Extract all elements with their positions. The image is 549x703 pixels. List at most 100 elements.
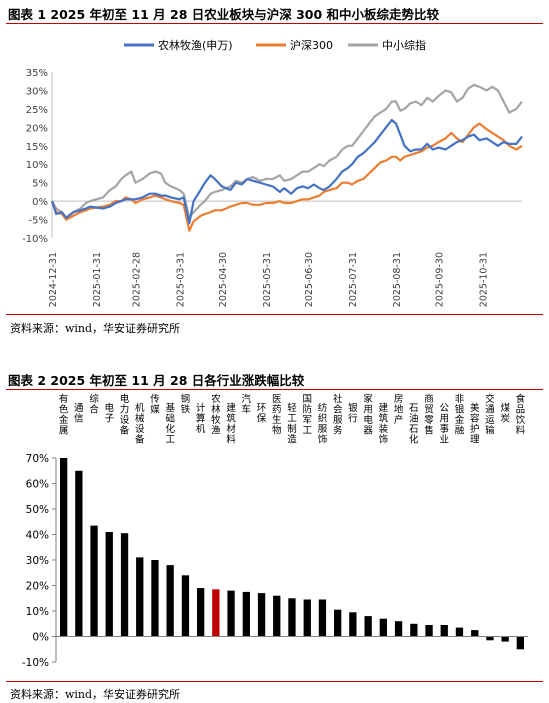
category-label: 有色金属 (59, 393, 69, 437)
y-tick-label: 40% (26, 530, 49, 542)
y-tick-label: 5% (32, 179, 48, 190)
bar (212, 589, 220, 637)
bar (318, 599, 327, 637)
x-tick-label: 2025-09-30 (434, 252, 445, 307)
y-tick-label: -10% (22, 657, 49, 669)
figure1-legend: 农林牧渔(申万) 沪深300 中小综指 (124, 38, 426, 52)
x-tick-label: 2025-10-31 (478, 252, 489, 307)
category-label: 农林牧渔 (211, 393, 221, 437)
bar (471, 630, 479, 637)
category-label: 交通运输 (485, 393, 495, 437)
category-label: 电子 (105, 402, 115, 425)
bar (227, 590, 235, 637)
figure2-source: 资料来源：wind，华安证券研究所 (10, 688, 181, 701)
category-label: 环保 (257, 403, 267, 425)
category-label: 非银金融 (455, 393, 465, 437)
category-label: 通信 (74, 403, 84, 425)
category-label: 钢铁 (181, 393, 191, 416)
bar (516, 636, 524, 650)
bar (334, 609, 342, 637)
y-tick-label: 0% (32, 632, 49, 644)
figure1-title-rule (6, 23, 543, 24)
legend-label-1: 农林牧渔(申万) (158, 38, 233, 52)
x-tick-label: 2024-12-31 (48, 252, 59, 307)
bar (257, 593, 266, 637)
bar (303, 599, 311, 637)
bar (136, 557, 144, 637)
bar (273, 595, 281, 637)
figure2-title: 图表 2 2025 年初至 11 月 28 日各行业涨跌幅比较 (8, 373, 305, 388)
bar (501, 636, 509, 642)
bar (364, 616, 372, 637)
x-tick-label: 2025-01-31 (92, 252, 103, 307)
bar (394, 621, 403, 637)
x-tick-label: 2025-07-31 (348, 252, 359, 307)
category-label: 公用事业 (440, 403, 450, 446)
x-tick-label: 2025-05-31 (262, 252, 273, 307)
bar (151, 560, 159, 637)
category-label: 计算机 (196, 402, 206, 435)
bar (349, 612, 357, 637)
legend-label-2: 沪深300 (290, 38, 333, 52)
x-tick-label: 2025-08-31 (392, 252, 403, 307)
category-label: 商贸零售 (424, 393, 434, 437)
bar (181, 575, 190, 637)
y-tick-label: 20% (26, 123, 48, 134)
y-tick-label: 15% (26, 142, 48, 153)
y-tick-label: -5% (29, 216, 48, 227)
x-tick-label: 2025-04-30 (218, 252, 229, 307)
bar (288, 598, 296, 637)
x-tick-label: 2025-02-28 (132, 252, 143, 307)
category-label: 纺织服饰 (318, 402, 328, 446)
category-label: 石油石化 (409, 403, 419, 446)
y-tick-label: 70% (26, 453, 49, 465)
y-tick-label: 50% (26, 504, 49, 516)
category-label: 医药生物 (272, 394, 282, 437)
bar (242, 591, 250, 637)
y-tick-label: 30% (26, 86, 48, 97)
figure1-source: 资料来源：wind，华安证券研究所 (10, 322, 181, 335)
series-line-1 (50, 118, 523, 225)
bar (90, 525, 98, 637)
bar (197, 588, 205, 637)
category-label: 轻工制造 (287, 402, 297, 446)
figure2-source-rule (6, 681, 543, 682)
category-label: 建筑材料 (226, 402, 236, 446)
y-tick-label: 20% (26, 581, 49, 593)
x-tick-label: 2025-06-30 (304, 252, 315, 307)
y-tick-label: 60% (26, 479, 49, 491)
category-label: 电力设备 (120, 393, 130, 437)
bar (379, 618, 387, 637)
series-line-3 (51, 83, 523, 221)
figure2-title-rule (6, 389, 543, 390)
category-label: 美容护理 (470, 402, 480, 446)
bar (486, 636, 494, 641)
series-line-2 (50, 122, 523, 232)
category-label: 综合 (89, 393, 99, 416)
category-label: 房地产 (394, 393, 404, 426)
figure1-line-chart: 农林牧渔(申万) 沪深300 中小综指 -10% -5% 0% 5% 10% 15% 20% 25%… (22, 38, 523, 307)
category-label: 机械设备 (135, 402, 145, 446)
bar (410, 623, 418, 637)
bar (60, 458, 68, 637)
category-label: 国防军工 (302, 394, 312, 437)
category-label: 社会服务 (333, 393, 343, 437)
figure1-title: 图表 1 2025 年初至 11 月 28 日农业板块与沪深 300 和中小板综… (8, 7, 440, 22)
bar (120, 533, 129, 637)
y-tick-label: 10% (26, 606, 49, 618)
category-label: 传媒 (150, 393, 160, 416)
bar (455, 627, 464, 637)
bar (75, 470, 83, 637)
y-tick-label: 10% (26, 160, 48, 171)
y-tick-label: 35% (26, 68, 48, 79)
category-label: 汽车 (242, 393, 252, 416)
bar (166, 565, 174, 637)
category-label: 煤炭 (500, 402, 510, 425)
y-tick-label: 30% (26, 555, 49, 567)
legend-label-3: 中小综指 (382, 38, 426, 52)
category-label: 建筑装饰 (379, 402, 389, 446)
bar (105, 532, 113, 637)
y-tick-label: 25% (26, 105, 48, 116)
bar (425, 625, 433, 637)
